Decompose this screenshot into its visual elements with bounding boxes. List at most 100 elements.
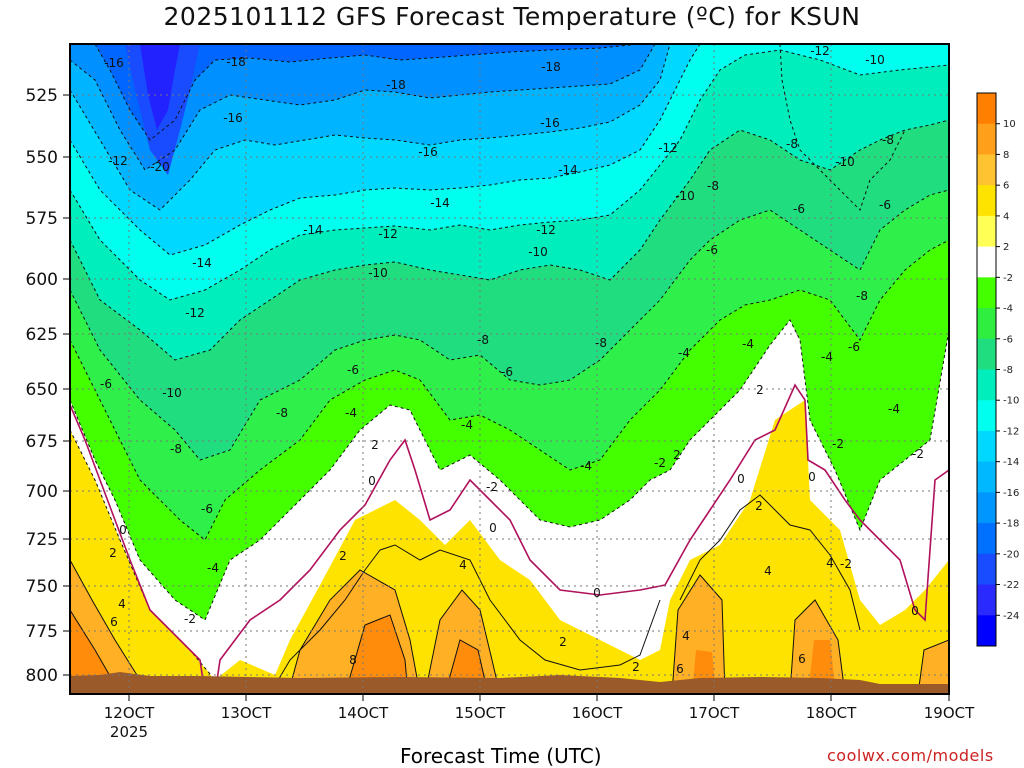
colorbar-tick-label: -24	[1003, 611, 1019, 622]
y-tick-label: 575	[26, 209, 58, 229]
contour-label: 8	[349, 653, 357, 667]
colorbar-tick-label: -2	[1003, 273, 1013, 284]
colorbar-tick-label: 6	[1003, 181, 1009, 192]
contour-label: -18	[541, 60, 561, 74]
contour-label: -8	[595, 336, 607, 350]
x-tick-label: 12OCT	[104, 704, 155, 722]
contour-label: 2	[339, 549, 347, 563]
contour-label: -16	[418, 145, 438, 159]
colorbar-swatch	[977, 246, 996, 278]
band-m16-m18	[70, 44, 655, 170]
contour-label: -4	[742, 337, 754, 351]
colorbar-tick-label: -14	[1003, 457, 1019, 468]
contour-label: -14	[430, 196, 450, 210]
contour-label: -12	[185, 306, 205, 320]
contour-label: -12	[536, 223, 556, 237]
contour-label: -12	[658, 141, 678, 155]
colorbar-swatch	[977, 308, 996, 340]
contour-label: -4	[821, 350, 833, 364]
colorbar-tick-label: -18	[1003, 519, 1019, 530]
contour-label: -8	[276, 406, 288, 420]
contour-label: 0	[737, 472, 745, 486]
contour-label: -8	[170, 442, 182, 456]
contour-label: -10	[528, 245, 548, 259]
colorbar-tick-label: -10	[1003, 396, 1019, 407]
colorbar-tick-label: -8	[1003, 365, 1013, 376]
x-tick-label: 18OCT	[806, 704, 857, 722]
contour-label: 2	[673, 448, 681, 462]
contour-label: -20	[150, 160, 170, 174]
contour-label: 4	[459, 558, 467, 572]
contour-label: 4	[764, 564, 772, 578]
contour-label: -4	[345, 406, 357, 420]
contour-labels: -16 -18-12-10-18-18-16 -16-8-12 -20-16 -12 -8…	[100, 44, 924, 676]
colorbar-swatch	[977, 553, 996, 586]
colorbar-swatch	[977, 215, 996, 248]
contour-label: -10	[675, 189, 695, 203]
contour-label: 2	[756, 383, 764, 397]
contour-label: -12	[378, 227, 398, 241]
contour-label: -16	[223, 111, 243, 125]
contour-label: 4	[682, 629, 690, 643]
contour-label: -8	[477, 333, 489, 347]
contour-label: -4	[678, 346, 690, 360]
contour-label: -2	[912, 447, 924, 461]
y-tick-label: 800	[26, 666, 58, 686]
colorbar-swatch	[977, 338, 996, 370]
colorbar-swatch	[977, 185, 996, 217]
colorbar: 10 8 6 4 2 -2 -4 -6 -8 -10 -12 -14 -16 -18 -20 -22 -24	[976, 92, 1019, 647]
x-tick-year: 2025	[110, 723, 148, 741]
colorbar-swatch	[977, 154, 996, 186]
contour-label: 2	[109, 546, 117, 560]
y-tick-label: 725	[26, 530, 58, 550]
contour-label: -14	[192, 256, 212, 270]
colorbar-swatch	[977, 93, 996, 125]
colorbar-tick-label: 8	[1003, 150, 1009, 161]
contour-label: -4	[461, 418, 473, 432]
contour-label: 2	[632, 660, 640, 674]
colorbar-swatch	[977, 615, 996, 647]
band-m22-m24	[140, 44, 180, 130]
x-tick-label: 17OCT	[689, 704, 740, 722]
x-tick-label: 14OCT	[338, 704, 389, 722]
contour-label: -10	[865, 53, 885, 67]
contour-label: -10	[368, 266, 388, 280]
colorbar-swatch	[977, 123, 996, 155]
contour-label: -6	[347, 363, 359, 377]
colorbar-tick-label: 4	[1003, 211, 1009, 222]
contour-label: -6	[848, 340, 860, 354]
colorbar-swatch	[977, 369, 996, 401]
x-axis-label: Forecast Time (UTC)	[400, 744, 602, 768]
colorbar-swatch	[977, 461, 996, 493]
contour-label: -2	[654, 456, 666, 470]
contour-label: 0	[119, 523, 127, 537]
colorbar-tick-label: 2	[1003, 242, 1009, 253]
contour-label: 4	[118, 597, 126, 611]
y-tick-label: 625	[26, 325, 58, 345]
colorbar-tick-label: 10	[1003, 119, 1016, 130]
contour-label: 0	[911, 604, 919, 618]
contour-label: -14	[558, 163, 578, 177]
contour-label: 6	[110, 615, 118, 629]
contour-label: -8	[786, 137, 798, 151]
contour-label: -18	[386, 78, 406, 92]
contour-label: 2	[371, 438, 379, 452]
contour-label: -2	[184, 612, 196, 626]
colorbar-tick-label: -16	[1003, 488, 1019, 499]
x-tick-label: 13OCT	[221, 704, 272, 722]
credit-link[interactable]: coolwx.com/models	[827, 746, 994, 765]
contour-label: -16	[540, 116, 560, 130]
plot-area: -16 -18-12-10-18-18-16 -16-8-12 -20-16 -12 -8…	[70, 44, 949, 694]
contour-label: -8	[856, 289, 868, 303]
chart-title: 2025101112 GFS Forecast Temperature (ºC)…	[163, 2, 861, 31]
contour-label: 0	[489, 521, 497, 535]
contour-label: -6	[201, 502, 213, 516]
terrain	[70, 672, 949, 694]
contour-label: 6	[798, 652, 806, 666]
contour-label: -14	[303, 223, 323, 237]
y-tick-label: 700	[26, 482, 58, 502]
colorbar-tick-label: -12	[1003, 426, 1019, 437]
contour-label: -2	[832, 437, 844, 451]
contour-label: -4	[580, 459, 592, 473]
